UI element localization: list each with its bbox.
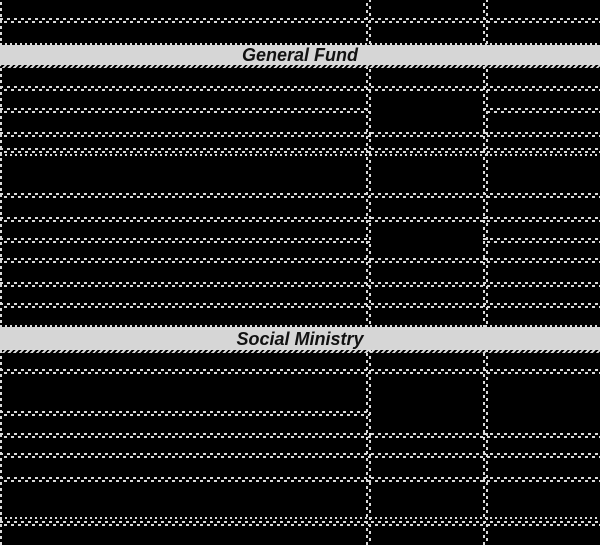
- grid-hline: [0, 18, 600, 23]
- grid-hline: [0, 43, 600, 45]
- grid-hline: [0, 282, 600, 287]
- grid-vline-col3: [483, 0, 488, 545]
- grid-vline-col2: [366, 0, 371, 545]
- grid-hline: [0, 132, 600, 137]
- grid-hline: [0, 369, 600, 374]
- grid-vline-left-edge: [0, 0, 2, 545]
- grid-hline-col1: [0, 108, 370, 113]
- section-header-general-fund: General Fund: [0, 45, 600, 65]
- grid-hline: [0, 303, 600, 308]
- section-header-social-ministry: Social Ministry: [0, 327, 600, 350]
- grid-hline: [0, 521, 600, 526]
- grid-hline: [0, 433, 600, 438]
- grid-hline: [0, 258, 600, 263]
- grid-hline: [0, 453, 600, 458]
- grid-hline: [0, 154, 600, 156]
- section-header-label: General Fund: [241, 45, 358, 65]
- grid-hline-col1: [0, 238, 370, 243]
- grid-hline: [0, 148, 600, 153]
- grid-hline: [0, 217, 600, 222]
- section-band-bottom-border: [0, 349, 600, 353]
- grid-hline-col3: [483, 108, 600, 113]
- grid-hline: [0, 477, 600, 482]
- grid-hline: [0, 86, 600, 91]
- section-header-label: Social Ministry: [236, 328, 364, 349]
- grid-hline: [0, 193, 600, 198]
- grid-hline: [0, 325, 600, 327]
- grid-hline-col1: [0, 411, 370, 416]
- grid-hline: [0, 517, 600, 519]
- section-band-bottom-border: [0, 64, 600, 68]
- grid-hline-col3: [483, 238, 600, 243]
